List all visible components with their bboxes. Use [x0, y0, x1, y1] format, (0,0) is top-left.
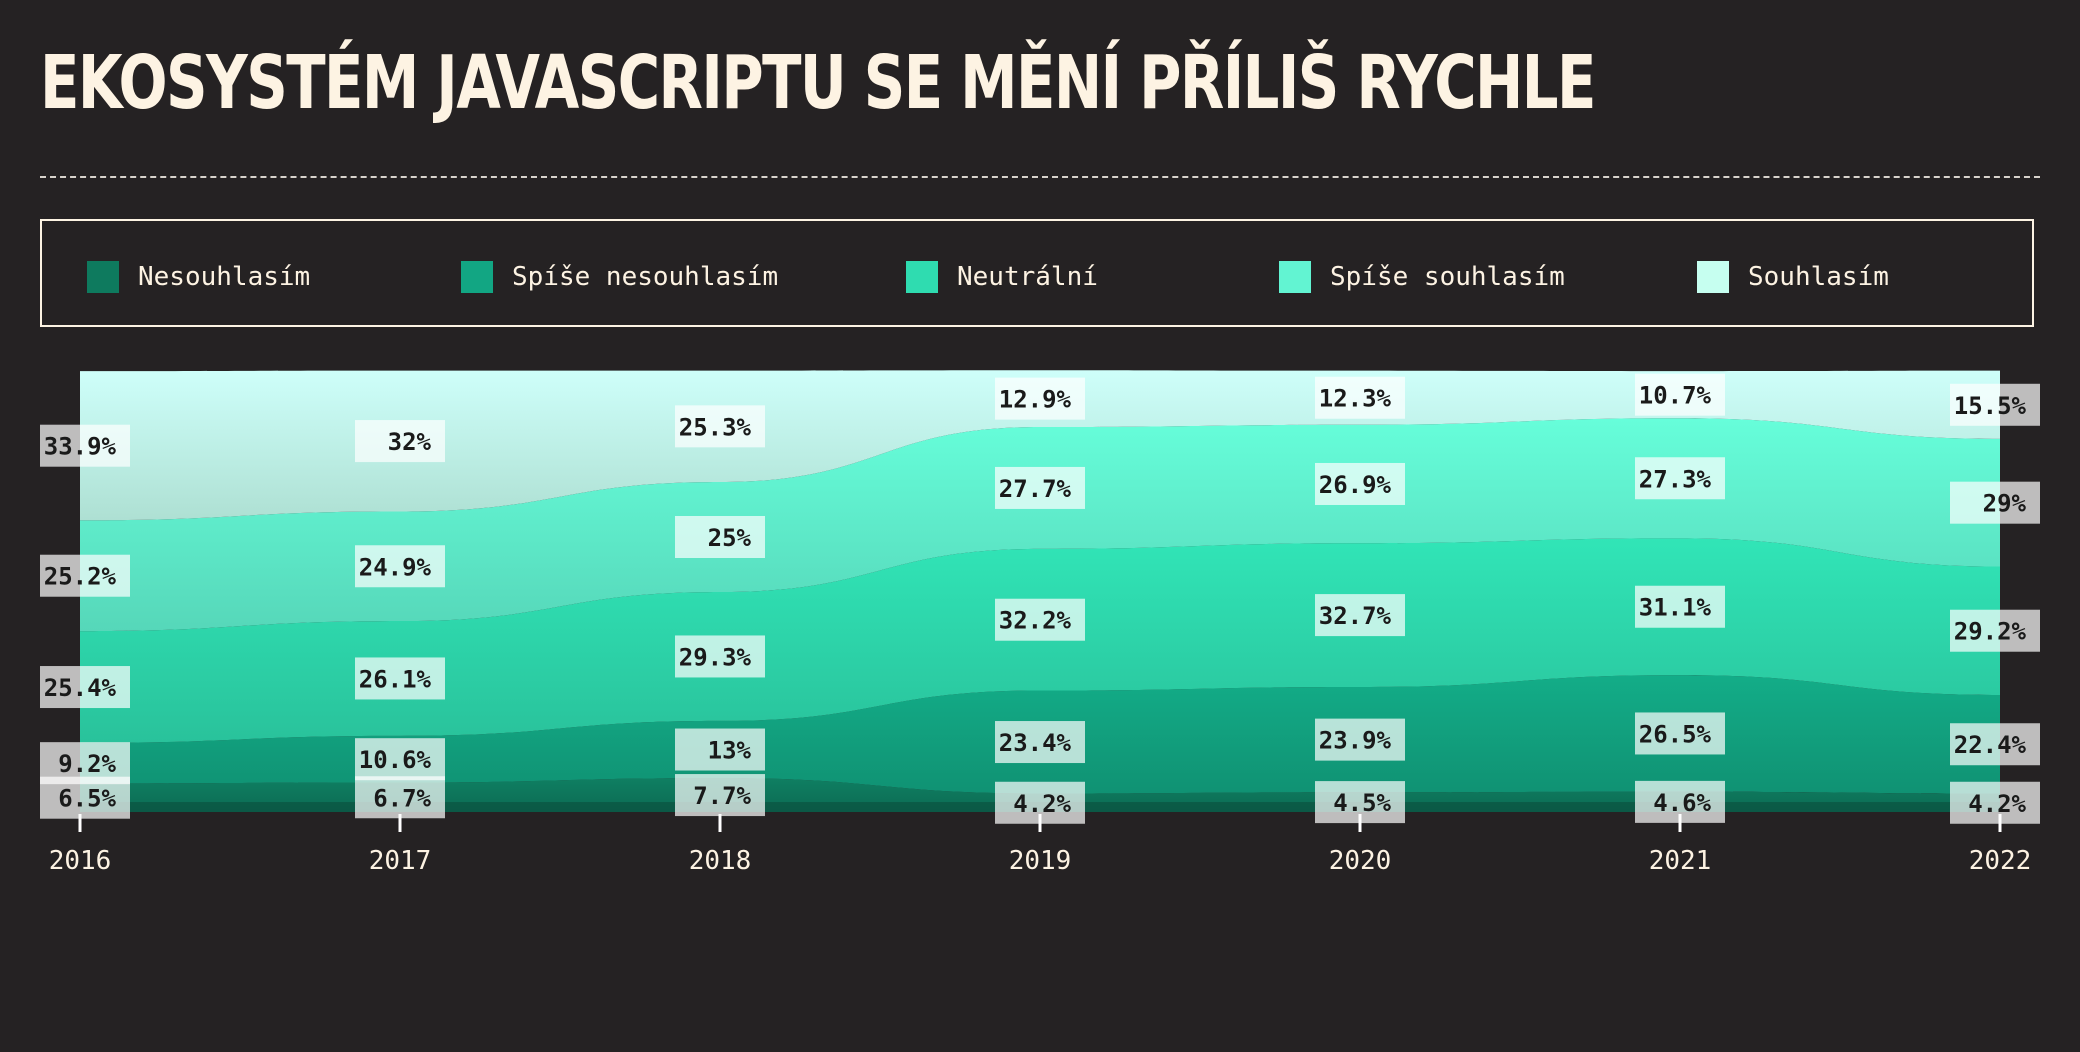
- legend-swatch: [1697, 261, 1729, 293]
- legend-item-souhlasim[interactable]: Souhlasím: [1697, 261, 1889, 293]
- legend-label: Nesouhlasím: [138, 262, 311, 292]
- data-label-bg: [1635, 373, 1725, 416]
- data-label-bg: [1315, 376, 1405, 419]
- data-label: 10.6%: [359, 746, 432, 774]
- legend-swatch: [1279, 261, 1311, 293]
- data-label-bg: [675, 405, 765, 448]
- data-label-bg: [995, 598, 1085, 641]
- data-label-bg: [995, 466, 1085, 509]
- data-label-bg: [1950, 609, 2040, 652]
- data-label-bg: [355, 420, 445, 463]
- data-label: 12.9%: [999, 386, 1072, 414]
- data-label: 27.7%: [999, 475, 1072, 503]
- data-label: 4.2%: [1968, 790, 2026, 818]
- data-label: 9.2%: [58, 750, 116, 778]
- data-label: 25.4%: [44, 674, 117, 702]
- legend-label: Spíše souhlasím: [1330, 262, 1565, 292]
- data-label: 25.3%: [679, 413, 752, 441]
- legend-swatch: [461, 261, 493, 293]
- area-series-5: [80, 370, 2000, 521]
- legend-label: Spíše nesouhlasím: [512, 262, 779, 292]
- data-label-bg: [1315, 718, 1405, 761]
- data-label: 26.5%: [1639, 720, 1712, 748]
- data-label-bg: [995, 377, 1085, 420]
- data-label: 6.7%: [373, 784, 431, 812]
- data-label-bg: [1315, 462, 1405, 505]
- data-label-bg: [1950, 781, 2040, 824]
- data-label: 15.5%: [1954, 392, 2027, 420]
- chart-legend: Nesouhlasím Spíše nesouhlasím Neutrální …: [40, 219, 2034, 327]
- data-label: 13%: [708, 737, 752, 765]
- data-label: 27.3%: [1639, 465, 1712, 493]
- data-label-bg: [1635, 780, 1725, 823]
- data-label: 23.4%: [999, 729, 1072, 757]
- page-title: EKOSYSTÉM JAVASCRIPTU SE MĚNÍ PŘÍLIŠ RYC…: [40, 40, 1596, 126]
- data-label-bg: [355, 738, 445, 781]
- data-label: 32.7%: [1319, 602, 1392, 630]
- data-label: 32.2%: [999, 607, 1072, 635]
- x-tick-label: 2022: [1969, 846, 2032, 876]
- data-label-bg: [1315, 781, 1405, 824]
- data-label: 33.9%: [44, 433, 117, 461]
- data-label: 4.6%: [1653, 789, 1711, 817]
- data-label: 29%: [1983, 490, 2027, 518]
- data-label: 12.3%: [1319, 385, 1392, 413]
- legend-item-nesouhlasim[interactable]: Nesouhlasím: [87, 261, 310, 293]
- data-label: 10.7%: [1639, 382, 1712, 410]
- data-label: 26.1%: [359, 665, 432, 693]
- data-label: 29.2%: [1954, 618, 2027, 646]
- x-tick-label: 2017: [369, 846, 432, 876]
- x-tick-label: 2018: [689, 846, 752, 876]
- data-label-bg: [355, 776, 445, 819]
- data-label-bg: [1950, 383, 2040, 426]
- data-label-bg: [1635, 585, 1725, 628]
- data-label: 32%: [388, 428, 432, 456]
- data-label: 22.4%: [1954, 731, 2027, 759]
- data-label-bg: [40, 742, 130, 785]
- data-label-bg: [355, 657, 445, 700]
- data-label-bg: [1315, 594, 1405, 637]
- x-tick-label: 2016: [49, 846, 112, 876]
- data-label-bg: [40, 666, 130, 709]
- data-label-bg: [675, 635, 765, 678]
- data-label: 4.2%: [1013, 790, 1071, 818]
- data-label-bg: [1635, 712, 1725, 755]
- legend-swatch: [87, 261, 119, 293]
- data-label-bg: [675, 774, 765, 817]
- data-label: 6.5%: [58, 785, 116, 813]
- data-label-bg: [1635, 457, 1725, 500]
- legend-item-spise-souhlasim[interactable]: Spíše souhlasím: [1279, 261, 1565, 293]
- data-label-bg: [995, 721, 1085, 764]
- area-series-4: [80, 418, 2000, 632]
- data-label-bg: [40, 554, 130, 597]
- data-label: 26.9%: [1319, 471, 1392, 499]
- data-label-bg: [995, 781, 1085, 824]
- divider: [40, 176, 2040, 178]
- legend-item-neutralni[interactable]: Neutrální: [906, 261, 1098, 293]
- data-label: 25.2%: [44, 563, 117, 591]
- data-label-bg: [1950, 723, 2040, 766]
- data-label: 4.5%: [1333, 789, 1391, 817]
- data-label: 24.9%: [359, 553, 432, 581]
- data-label-bg: [40, 424, 130, 467]
- data-label-bg: [355, 545, 445, 588]
- data-label-bg: [675, 516, 765, 558]
- data-label: 23.9%: [1319, 727, 1392, 755]
- data-label: 29.3%: [679, 643, 752, 671]
- legend-swatch: [906, 261, 938, 293]
- data-label-bg: [675, 728, 765, 771]
- legend-item-spise-nesouhlasim[interactable]: Spíše nesouhlasím: [461, 261, 778, 293]
- data-label: 31.1%: [1639, 594, 1712, 622]
- x-tick-label: 2020: [1329, 846, 1392, 876]
- legend-label: Souhlasím: [1748, 262, 1889, 292]
- x-tick-label: 2021: [1649, 846, 1712, 876]
- data-label: 7.7%: [693, 782, 751, 810]
- legend-label: Neutrální: [957, 262, 1098, 292]
- data-label: 25%: [708, 524, 752, 552]
- x-tick-label: 2019: [1009, 846, 1072, 876]
- data-label-bg: [1950, 481, 2040, 524]
